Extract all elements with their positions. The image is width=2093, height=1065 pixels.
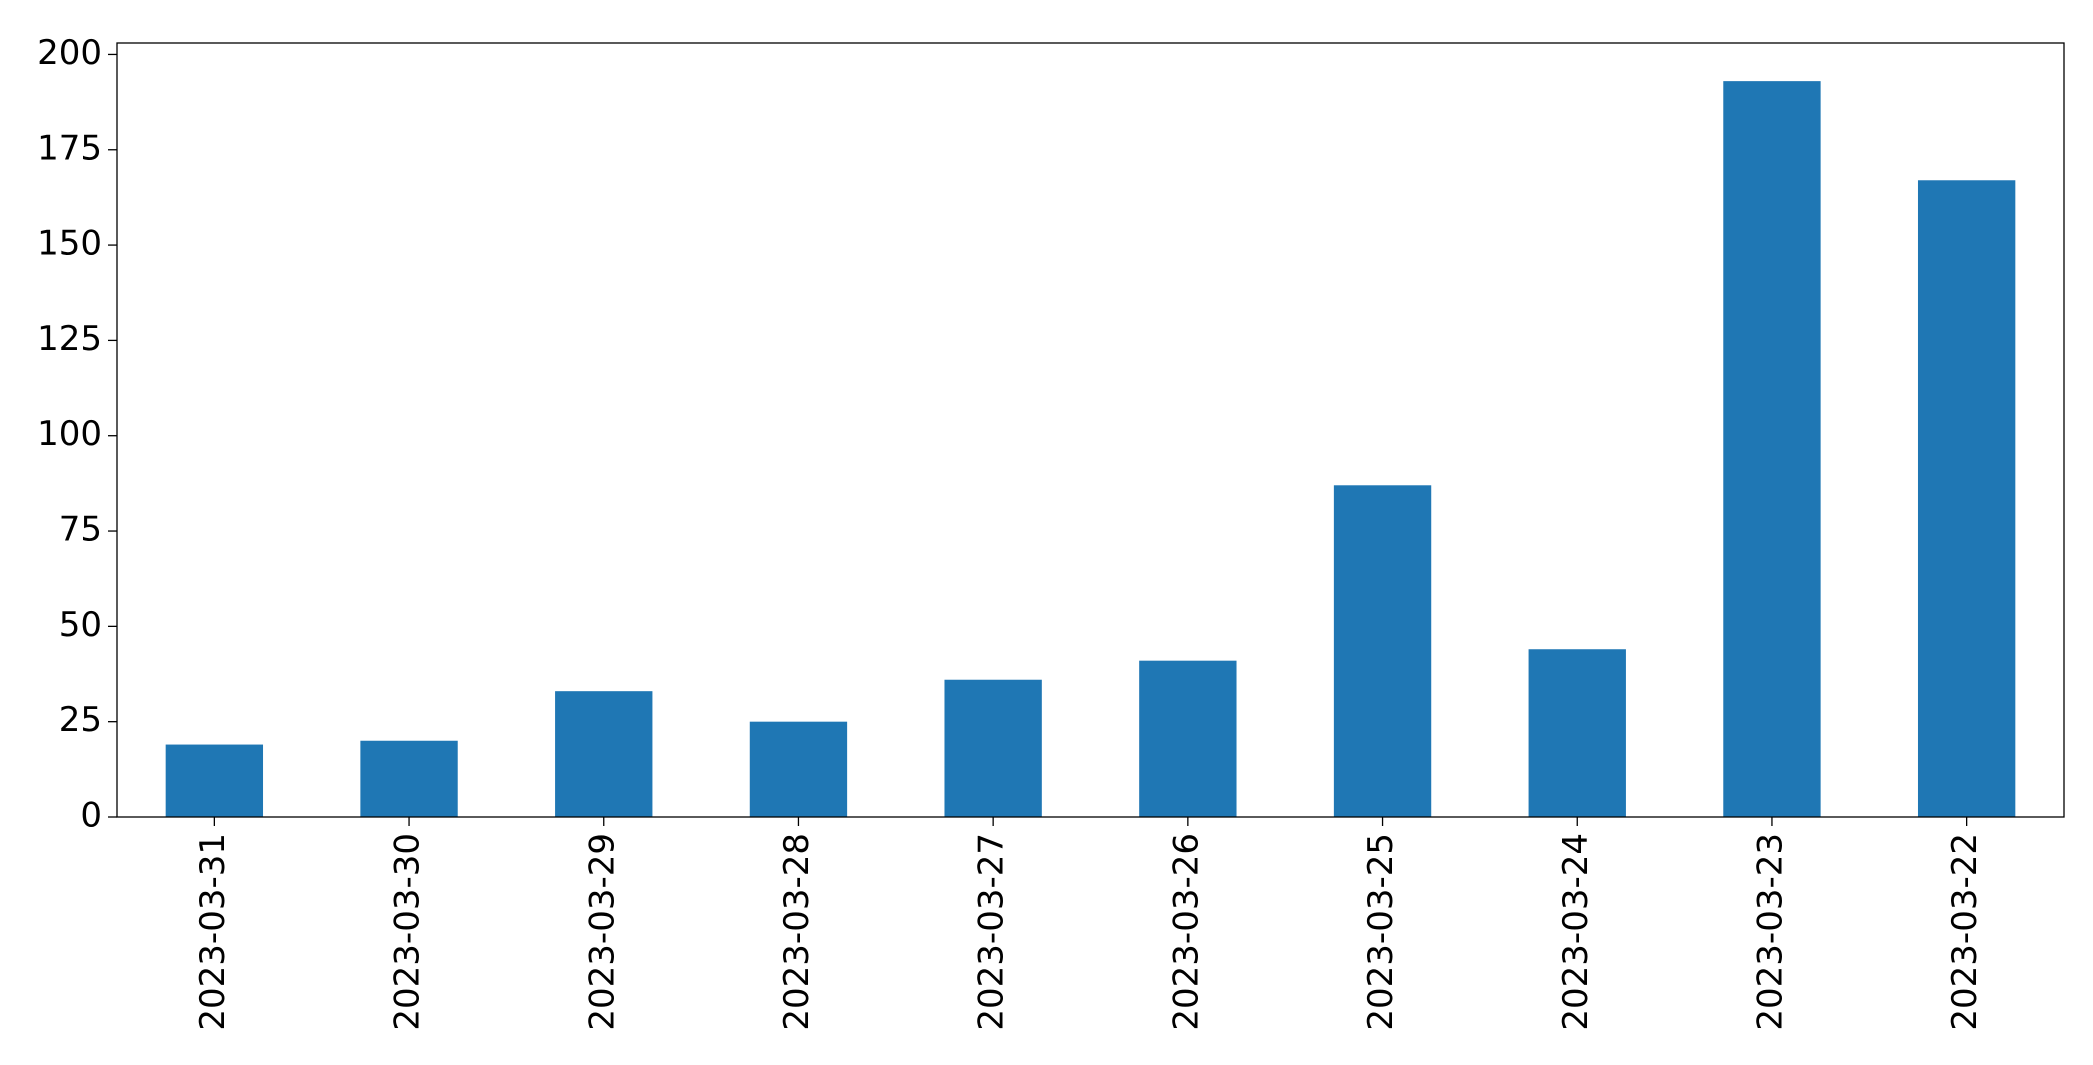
bar: [1917, 180, 2016, 817]
x-tick-label: 2023-03-23: [1750, 833, 1790, 1031]
bar: [165, 744, 264, 817]
bar: [1723, 81, 1821, 818]
bar: [555, 691, 653, 817]
y-tick-label: 0: [80, 796, 102, 836]
x-tick-label: 2023-03-24: [1556, 833, 1596, 1031]
y-tick-label: 100: [37, 414, 102, 454]
y-tick-label: 150: [37, 224, 102, 264]
bar: [1528, 649, 1626, 817]
x-tick-label: 2023-03-26: [1166, 833, 1206, 1031]
bar: [1139, 660, 1237, 817]
y-tick-label: 200: [37, 33, 102, 73]
bar: [749, 721, 848, 817]
x-tick-label: 2023-03-30: [388, 833, 428, 1031]
y-tick-label: 50: [59, 605, 102, 645]
bar: [944, 679, 1042, 817]
x-tick-label: 2023-03-29: [582, 833, 622, 1031]
y-tick-label: 125: [37, 319, 102, 359]
x-tick-label: 2023-03-25: [1361, 833, 1401, 1031]
plot-frame: [116, 42, 2065, 818]
y-tick-label: 175: [37, 128, 102, 168]
bar: [360, 740, 458, 817]
y-tick-label: 25: [59, 700, 102, 740]
x-tick-label: 2023-03-27: [972, 833, 1012, 1031]
x-tick-label: 2023-03-22: [1945, 833, 1985, 1031]
x-tick-label: 2023-03-28: [777, 833, 817, 1031]
y-tick-label: 75: [59, 510, 102, 550]
x-tick-label: 2023-03-31: [193, 833, 233, 1031]
bar: [1333, 485, 1432, 817]
